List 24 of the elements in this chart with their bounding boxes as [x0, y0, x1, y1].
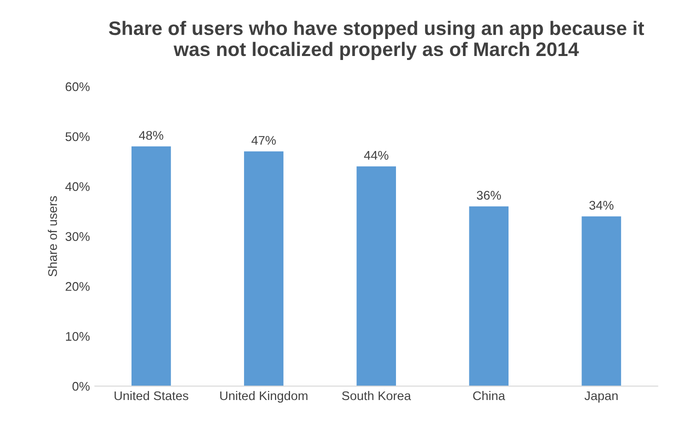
data-label: 47%	[252, 136, 276, 145]
x-tick-label: China	[473, 390, 506, 400]
y-tick-label: 40%	[65, 182, 90, 192]
chart-title: Share of users who have stopped using an app because it was not localized properly as of March 2014	[108, 20, 644, 60]
x-tick-label: United States	[114, 390, 188, 400]
data-label: 48%	[138, 130, 164, 140]
data-label: 36%	[476, 190, 501, 200]
y-tick-label: 20%	[66, 282, 90, 291]
y-tick-label: 10%	[66, 332, 90, 341]
bar	[356, 166, 396, 386]
y-tick-label: 60%	[66, 82, 90, 92]
y-tick-label: 0%	[72, 382, 90, 391]
x-tick-label: Japan	[584, 391, 618, 403]
y-tick-label: 50%	[66, 132, 90, 142]
y-axis-title: Share of users	[48, 196, 58, 276]
bar	[469, 206, 509, 386]
data-label: 34%	[589, 200, 614, 210]
bar	[132, 146, 171, 386]
bar	[582, 216, 622, 386]
x-tick-label: United Kingdom	[220, 390, 308, 403]
bar	[244, 151, 284, 386]
y-tick-label: 30%	[66, 232, 90, 241]
x-tick-label: South Korea	[342, 390, 412, 400]
data-label: 44%	[364, 150, 388, 160]
